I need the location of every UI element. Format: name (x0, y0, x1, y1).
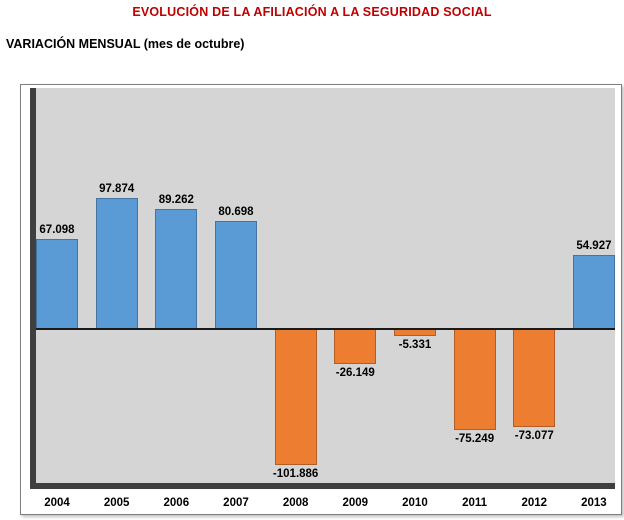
x-tick-2006: 2006 (163, 497, 190, 509)
x-tick-2004: 2004 (44, 497, 70, 509)
x-tick-2011: 2011 (462, 497, 488, 509)
plot-area: 67.098 97.874 89.262 80.698 -101.886 -26.149 -… (30, 88, 615, 489)
value-label-2005: 97.874 (99, 182, 135, 195)
chart-subtitle: VARIACIÓN MENSUAL (mes de octubre) (6, 37, 245, 51)
bar-2010: -5.331 (393, 329, 436, 351)
bars-container: 67.098 97.874 89.262 80.698 -101.886 -26.149 -… (36, 88, 615, 483)
bar-2008: -101.886 (273, 329, 318, 480)
value-label-2006: 89.262 (158, 194, 194, 207)
bar-2013: 54.927 (572, 240, 615, 329)
bar-slot-2006: 89.262 (155, 88, 198, 483)
bar-2012: -73.077 (513, 329, 556, 442)
bar-2009: -26.149 (334, 329, 377, 379)
bar-2007: 80.698 (214, 206, 257, 329)
x-tick-2013: 2013 (581, 497, 607, 509)
x-tick-2008: 2008 (282, 497, 309, 509)
value-label-2004: 67.098 (39, 224, 75, 237)
bar-slot-2013: 54.927 (572, 88, 615, 483)
value-label-2013: 54.927 (576, 240, 612, 253)
x-tick-2007: 2007 (223, 497, 249, 509)
bar-2004: 67.098 (36, 224, 78, 329)
value-label-2007: 80.698 (218, 205, 254, 218)
x-axis: 2004 2005 2006 2007 2008 2009 2010 2011 2012 2013 (36, 492, 615, 514)
bar-slot-2008: -101.886 (273, 88, 318, 483)
bar-slot-2009: -26.149 (334, 88, 377, 483)
value-label-2009: -26.149 (335, 367, 375, 380)
bar-slot-2007: 80.698 (214, 88, 257, 483)
value-label-2008: -101.886 (272, 468, 319, 481)
page-title: EVOLUCIÓN DE LA AFILIACIÓN A LA SEGURIDA… (132, 5, 492, 19)
bar-slot-2010: -5.331 (393, 88, 436, 483)
bar-slot-2012: -73.077 (513, 88, 556, 483)
zero-axis-line (36, 328, 615, 331)
x-tick-2009: 2009 (342, 497, 369, 509)
bar-2005: 97.874 (95, 183, 138, 329)
bar-slot-2011: -75.249 (453, 88, 496, 483)
bar-2006: 89.262 (155, 194, 198, 329)
x-tick-2005: 2005 (103, 497, 130, 509)
x-tick-2012: 2012 (521, 497, 548, 509)
bar-slot-2004: 67.098 (36, 88, 78, 483)
bar-slot-2005: 97.874 (95, 88, 138, 483)
chart-frame: 67.098 97.874 89.262 80.698 -101.886 -26.149 -… (20, 84, 622, 515)
value-label-2010: -5.331 (398, 339, 432, 352)
value-label-2012: -73.077 (514, 429, 554, 442)
value-label-2011: -75.249 (455, 432, 495, 445)
x-tick-2010: 2010 (402, 497, 428, 509)
bar-2011: -75.249 (453, 329, 496, 445)
